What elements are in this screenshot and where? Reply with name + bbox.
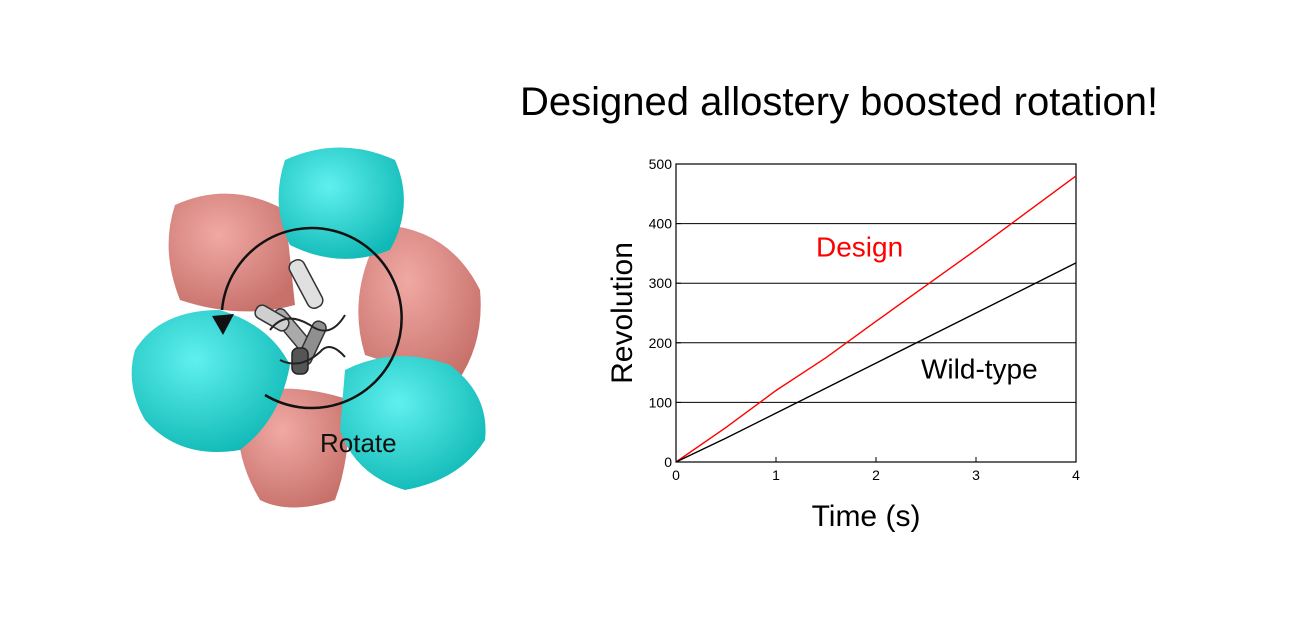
- rotate-label: Rotate: [320, 428, 397, 458]
- revolution-chart: 0 100 200 300 400 500 0 1 2 3 4 Design Wild-type Time…: [606, 156, 1080, 533]
- series-line-design: [675, 175, 1077, 463]
- x-tick-label: 0: [672, 467, 680, 483]
- cyan-subunit-left: [131, 310, 290, 452]
- y-tick-label: 200: [649, 335, 673, 351]
- y-tick-label: 100: [649, 394, 673, 410]
- pink-subunit-right: [358, 225, 481, 385]
- x-axis-title: Time (s): [812, 500, 921, 533]
- y-axis-title: Revolution: [606, 242, 639, 384]
- series-label-wild-type: Wild-type: [921, 354, 1038, 385]
- central-shaft: [254, 259, 346, 375]
- cyan-subunit-top: [278, 147, 404, 259]
- cyan-subunits: [131, 147, 486, 490]
- rotation-arrowhead-icon: [212, 314, 234, 335]
- cyan-subunit-right: [340, 356, 486, 490]
- x-tick-label: 2: [872, 467, 880, 483]
- series: [675, 175, 1077, 463]
- slide-title: Designed allostery boosted rotation!: [520, 80, 1159, 124]
- x-tick-label: 4: [1072, 467, 1080, 483]
- y-tick-label: 400: [649, 216, 673, 232]
- y-tick-label: 300: [649, 275, 673, 291]
- y-tick-label: 500: [649, 156, 673, 172]
- series-line-wild-type: [675, 262, 1077, 463]
- x-tick-label: 1: [772, 467, 780, 483]
- rotation-circle: [220, 226, 403, 410]
- series-label-design: Design: [816, 231, 903, 262]
- grid-lines: [676, 223, 1076, 403]
- pink-subunit-left: [168, 193, 295, 312]
- x-tick-label: 3: [972, 467, 980, 483]
- labels: 0 100 200 300 400 500 0 1 2 3 4 Design Wild-type Time…: [606, 156, 1080, 533]
- axes: [675, 163, 1077, 463]
- rotary-motor-illustration: Rotate: [131, 147, 486, 508]
- plot-frame: [675, 163, 1077, 463]
- y-tick-label: 0: [664, 454, 672, 470]
